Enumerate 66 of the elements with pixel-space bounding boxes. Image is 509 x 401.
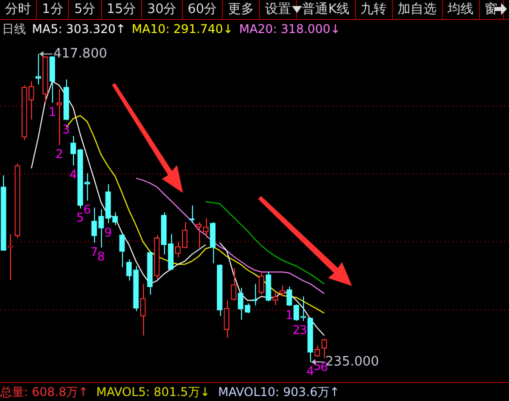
candlestick [133, 266, 139, 312]
text: 6 [83, 202, 91, 217]
candlestick [98, 209, 104, 248]
candlestick [286, 286, 292, 307]
text: 3 [299, 323, 308, 338]
text: 加自选 [392, 0, 443, 19]
text: 均线 [442, 0, 480, 19]
text: 5 [76, 210, 84, 225]
candlestick [196, 222, 202, 248]
text: 2 [55, 147, 64, 162]
candlestick [224, 300, 230, 338]
candlestick [22, 84, 28, 141]
candlestick [314, 344, 320, 358]
text: 1分 [37, 0, 70, 19]
text: 30分 [142, 0, 183, 19]
text: 1 [48, 104, 56, 119]
candlestick [238, 287, 244, 320]
candlestick [266, 272, 272, 302]
annotation: 417.800 [53, 46, 108, 62]
candlestick [154, 234, 160, 280]
candlestick [91, 206, 97, 244]
candlestick [321, 338, 328, 359]
text: 更多 [223, 0, 260, 19]
text: 8 [97, 250, 105, 264]
text: 4 [69, 168, 78, 182]
candlestick [42, 56, 48, 104]
text: MA5: 303.320↑ [32, 22, 126, 36]
text: 60分 [182, 0, 224, 19]
text: 1 [286, 308, 294, 322]
candlestick [119, 233, 125, 268]
candlestick [112, 212, 118, 226]
candlestick [49, 56, 56, 104]
text: 9 [104, 225, 112, 240]
text: 窗 [480, 0, 504, 19]
candlestick [14, 163, 20, 238]
text: MA10: 291.740↓ [132, 22, 234, 36]
candlestick [63, 78, 70, 120]
candlestick [258, 272, 264, 296]
text: 设置 [260, 0, 298, 19]
candlestick [126, 258, 132, 282]
text: 2 [292, 322, 300, 337]
text: 15分 [102, 0, 142, 19]
candlestick [244, 302, 250, 314]
text: 5分 [69, 0, 102, 19]
candlestick [307, 318, 314, 362]
candlestick [272, 291, 278, 306]
text: 4 [306, 364, 314, 378]
candlestick [105, 184, 111, 224]
text: 6 [320, 360, 328, 374]
text: 分时 [0, 0, 37, 19]
text: 九转 [356, 0, 393, 19]
text: 总量: 608.8万↑ MAVOL5: 801.5万↓ MAVOL10: 903.6万↑ [0, 385, 340, 399]
text: 普通K线 [297, 0, 356, 19]
candlestick [202, 218, 209, 238]
candlestick [28, 80, 34, 120]
text: 7 [90, 244, 98, 259]
candlestick [147, 250, 153, 296]
candlestick [280, 285, 286, 297]
candlestick [140, 283, 146, 336]
candlestick [36, 54, 42, 85]
candlestick [210, 222, 216, 264]
candlestick [230, 268, 236, 301]
text: 3 [62, 122, 70, 136]
chart-title: 日线 [2, 22, 26, 36]
candlestick [216, 264, 222, 316]
text: MA20: 318.000↓ [239, 22, 340, 36]
